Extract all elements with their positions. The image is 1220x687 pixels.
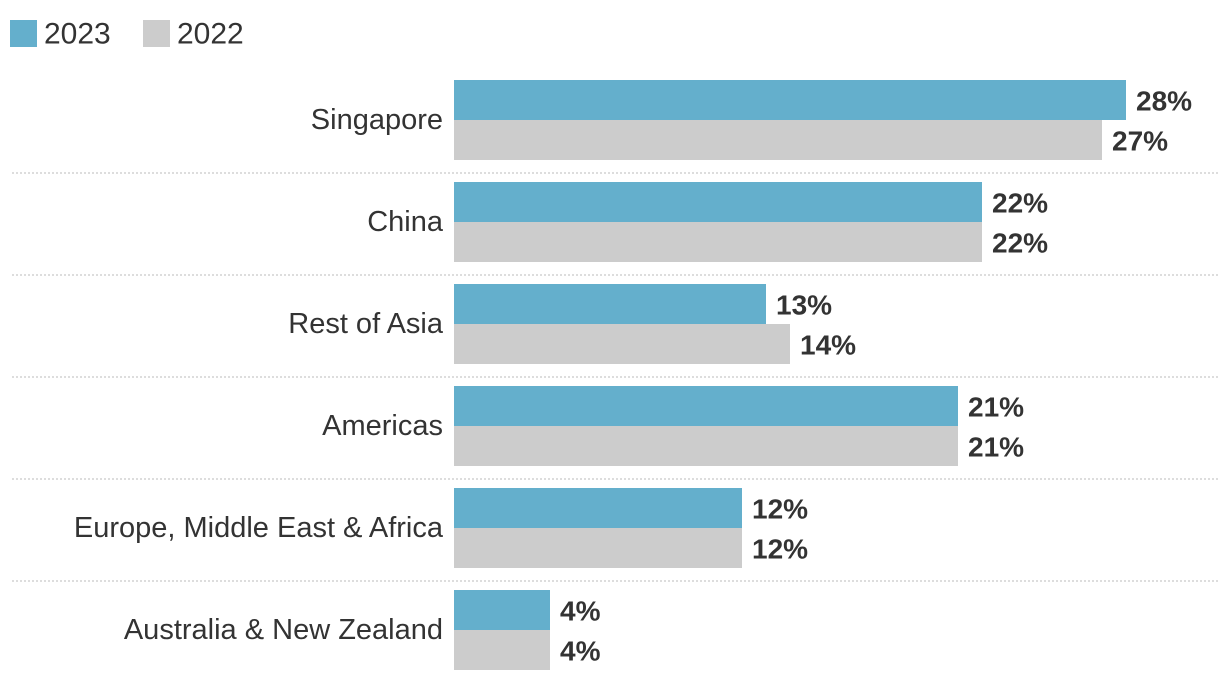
bar (454, 386, 958, 426)
value-label: 22% (992, 228, 1048, 259)
value-label: 22% (992, 188, 1048, 219)
category-label: Singapore (311, 104, 443, 136)
value-label: 21% (968, 392, 1024, 423)
category-label: China (367, 206, 444, 238)
legend-swatch (143, 20, 170, 47)
category-label: Australia & New Zealand (124, 614, 443, 646)
value-label: 21% (968, 432, 1024, 463)
legend-label: 2023 (44, 18, 111, 51)
bar (454, 120, 1102, 160)
value-label: 12% (752, 494, 808, 525)
legend-swatch (10, 20, 37, 47)
category-label: Rest of Asia (288, 308, 444, 340)
value-label: 12% (752, 534, 808, 565)
value-label: 28% (1136, 86, 1192, 117)
value-label: 13% (776, 290, 832, 321)
legend-label: 2022 (177, 18, 244, 51)
bar (454, 590, 550, 630)
bar (454, 222, 982, 262)
bar (454, 324, 790, 364)
bar (454, 284, 766, 324)
value-label: 14% (800, 330, 856, 361)
bar (454, 80, 1126, 120)
bar (454, 182, 982, 222)
value-label: 4% (560, 596, 601, 627)
value-label: 27% (1112, 126, 1168, 157)
bar (454, 630, 550, 670)
bar (454, 426, 958, 466)
category-label: Americas (322, 410, 443, 442)
bar (454, 528, 742, 568)
category-label: Europe, Middle East & Africa (74, 512, 444, 544)
value-label: 4% (560, 636, 601, 667)
bar (454, 488, 742, 528)
